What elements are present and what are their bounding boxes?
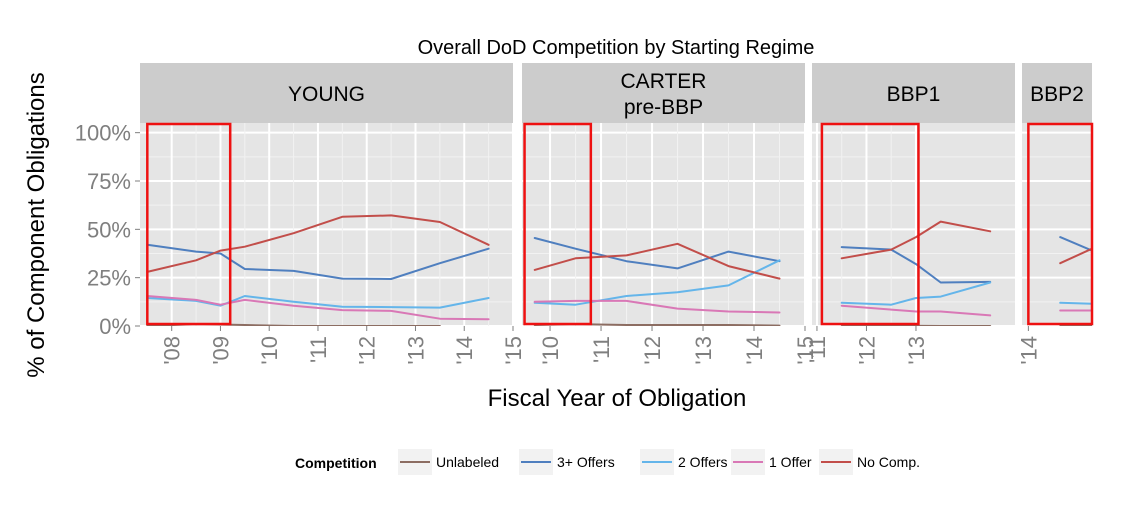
- panel-label: BBP2: [1030, 83, 1084, 106]
- series-line-no-comp: [146, 214, 490, 273]
- panel-4: BBP2 '14: [1016, 63, 1094, 365]
- series-line-3-offers: [840, 246, 992, 284]
- x-tick-label: '12: [640, 336, 665, 365]
- x-tick-label: '12: [854, 336, 879, 365]
- panel-3: BBP1 '11 '12 '13: [805, 63, 1015, 365]
- x-tick-label: '15: [793, 336, 818, 365]
- legend-item-unlabeled: Unlabeled: [398, 449, 499, 475]
- panel-background: [1022, 123, 1092, 326]
- highlight-box: [1027, 122, 1094, 326]
- series-line-no-comp: [1059, 247, 1092, 265]
- x-tick-label: '11: [589, 336, 614, 363]
- series-line-3-offers: [1059, 236, 1092, 252]
- legend-item-no-comp: No Comp.: [819, 449, 920, 475]
- panel-label: CARTER: [621, 70, 707, 93]
- x-tick-label: '14: [742, 336, 767, 365]
- panel-strip: [140, 63, 513, 123]
- y-axis-label: % of Component Obligations: [23, 72, 50, 378]
- series-line-3-offers: [146, 243, 490, 280]
- panel-grid: [140, 123, 513, 326]
- x-tick-label: '13: [904, 336, 929, 365]
- legend-item-1-offer: 1 Offer: [731, 449, 812, 475]
- series-line-1-offer: [840, 304, 992, 317]
- x-tick-label: '13: [403, 336, 428, 365]
- panels-layer: YOUNG '08 '09 '10 '11 '12 '13 '14 '15 CARTER pre-B…: [75, 63, 1094, 365]
- panel-2: CARTER pre-BBP '10 '11 '12 '13 '14 '15: [522, 63, 818, 365]
- legend-title: Competition: [295, 455, 377, 471]
- x-tick-label: '09: [208, 336, 233, 365]
- y-axis: 0% 25% 50% 75% 100%: [75, 121, 140, 339]
- series-line-1-offer: [533, 299, 781, 314]
- legend-label: Unlabeled: [436, 454, 499, 470]
- x-tick-label: '10: [257, 336, 282, 365]
- y-tick-label: 100%: [75, 121, 131, 146]
- x-tick-label: '14: [452, 336, 477, 365]
- series-line-1-offer: [146, 295, 490, 321]
- x-tick-label: '14: [1016, 336, 1041, 365]
- series-line-3-offers: [533, 237, 781, 270]
- series-line-unlabeled: [840, 324, 992, 326]
- panel-strip: [812, 63, 1015, 123]
- x-tick-label: '13: [691, 336, 716, 365]
- x-tick-label: '12: [355, 336, 380, 365]
- series-line-2-offers: [840, 281, 992, 306]
- panel-label: BBP1: [887, 83, 941, 106]
- x-tick-label: '11: [805, 336, 830, 363]
- legend-item-3-offers: 3+ Offers: [519, 449, 615, 475]
- legend-label: No Comp.: [857, 454, 920, 470]
- x-tick-label: '15: [501, 336, 526, 365]
- panel-background: [522, 123, 805, 326]
- panel-series: [840, 220, 992, 326]
- y-tick-label: 25%: [87, 266, 131, 291]
- x-tick-label: '10: [538, 336, 563, 365]
- y-tick-label: 75%: [87, 169, 131, 194]
- legend-label: 1 Offer: [769, 454, 812, 470]
- panel-background: [812, 123, 1015, 326]
- series-line-2-offers: [1059, 301, 1092, 305]
- legend-item-2-offers: 2 Offers: [640, 449, 728, 475]
- panel-1: YOUNG '08 '09 '10 '11 '12 '13 '14 '15: [140, 63, 526, 365]
- x-axis-label: Fiscal Year of Obligation: [488, 385, 747, 412]
- highlight-box: [146, 122, 232, 326]
- x-tick-label: '08: [160, 336, 185, 365]
- panel-label: pre-BBP: [624, 96, 703, 119]
- panel-grid: [522, 123, 805, 326]
- panel-strip: [522, 63, 805, 123]
- highlight-box: [820, 122, 920, 326]
- legend: Unlabeled 3+ Offers 2 Offers 1 Offer No Comp…: [398, 449, 920, 475]
- highlight-box: [523, 122, 593, 326]
- series-line-2-offers: [533, 259, 781, 306]
- panel-label: YOUNG: [288, 83, 365, 106]
- chart-title: Overall DoD Competition by Starting Regi…: [418, 37, 815, 59]
- y-tick-label: 50%: [87, 217, 131, 242]
- legend-label: 2 Offers: [678, 454, 728, 470]
- series-line-no-comp: [533, 242, 781, 280]
- legend-label: 3+ Offers: [557, 454, 615, 470]
- y-tick-label: 0%: [99, 314, 131, 339]
- series-line-no-comp: [840, 220, 992, 260]
- panel-strip: [1022, 63, 1092, 123]
- x-tick-label: '11: [306, 336, 331, 363]
